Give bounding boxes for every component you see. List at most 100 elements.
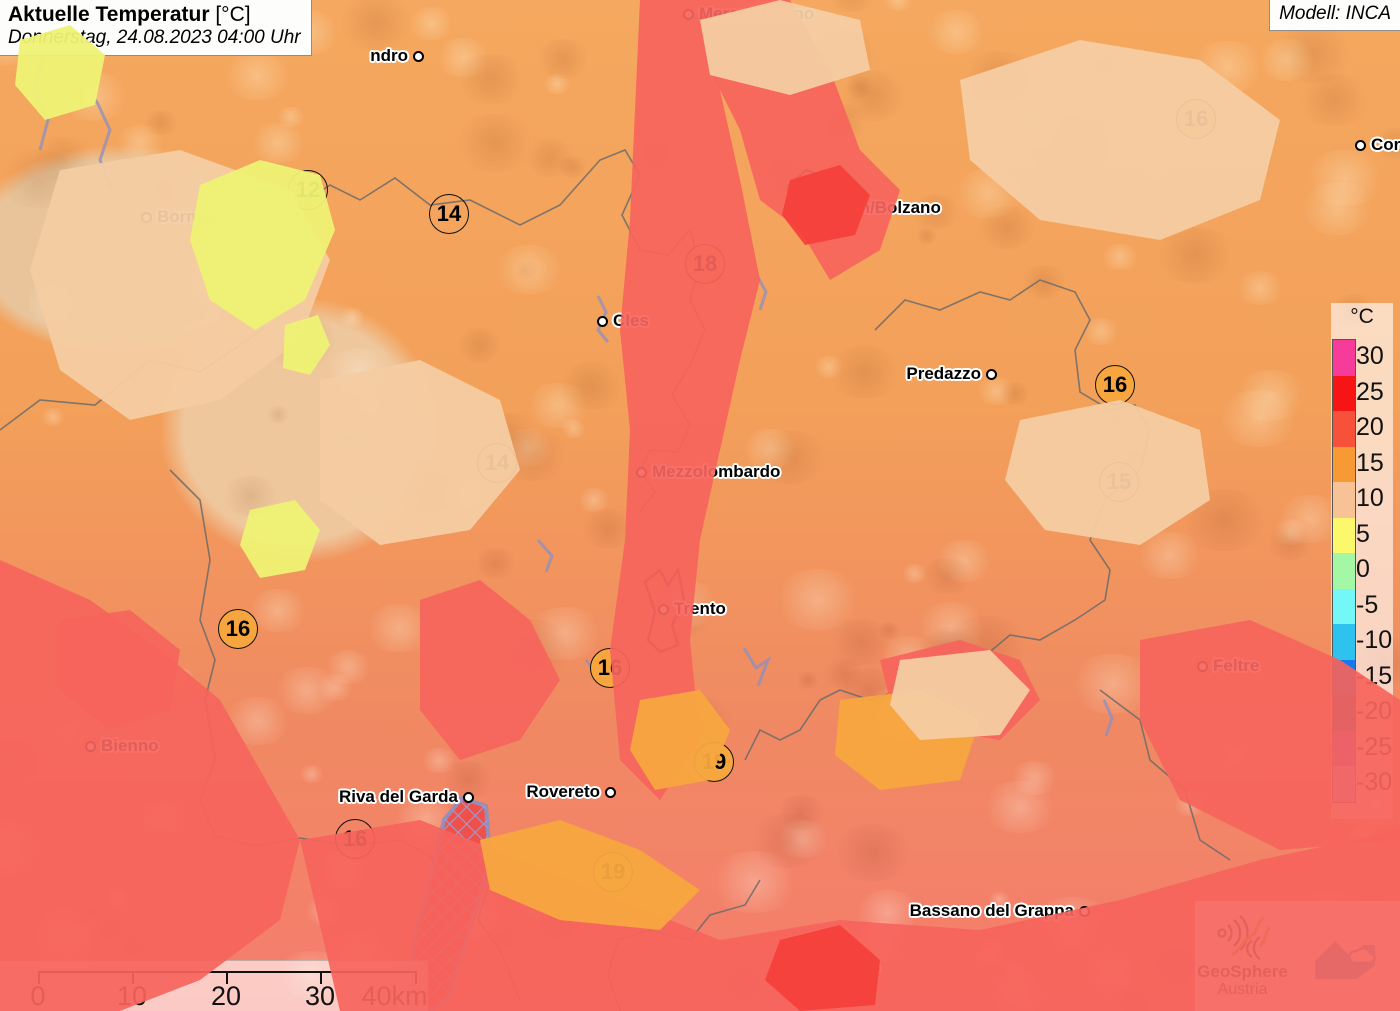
legend-tick-label: 25	[1356, 377, 1384, 406]
relief-texture	[824, 346, 906, 400]
relief-texture	[913, 227, 939, 245]
city-marker: Cortin	[1355, 135, 1400, 155]
title-unit: [°C]	[215, 3, 251, 26]
relief-texture	[774, 820, 832, 858]
relief-texture	[264, 406, 291, 424]
relief-texture	[452, 327, 507, 363]
city-dot-icon	[463, 791, 474, 803]
station-temperature-marker: 16	[218, 609, 258, 649]
relief-texture	[843, 76, 877, 99]
legend-swatch	[1332, 375, 1356, 411]
relief-texture	[246, 122, 309, 164]
relief-texture	[1270, 518, 1311, 545]
relief-texture	[824, 618, 898, 666]
station-temperature-marker: 14	[429, 194, 469, 234]
relief-texture	[881, 0, 915, 12]
relief-texture	[980, 781, 1060, 833]
legend-swatch	[1332, 446, 1356, 482]
relief-texture	[1099, 243, 1141, 271]
relief-texture	[1213, 389, 1302, 447]
model-label: Modell: INCA	[1279, 3, 1391, 24]
legend-tick-label: -10	[1356, 626, 1393, 654]
relief-texture	[219, 51, 295, 101]
relief-texture	[875, 622, 902, 640]
relief-texture	[748, 430, 831, 485]
city-marker: Predazzo	[906, 364, 997, 384]
relief-texture	[558, 418, 588, 438]
legend-swatch	[1332, 411, 1356, 447]
relief-texture	[707, 851, 803, 913]
relief-texture	[1267, 23, 1359, 84]
relief-texture	[1234, 271, 1286, 305]
relief-texture	[420, 748, 458, 773]
relief-texture	[406, 6, 457, 40]
relief-texture	[322, 649, 375, 684]
legend-tick-label: 10	[1356, 484, 1384, 512]
title-text: Aktuelle Temperatur	[8, 3, 210, 26]
relief-texture	[531, 38, 595, 80]
city-dot-icon	[413, 50, 424, 62]
relief-texture	[739, 428, 802, 470]
relief-texture	[828, 823, 918, 882]
city-name-label: Cortin	[1371, 135, 1400, 154]
relief-texture	[1254, 38, 1320, 81]
relief-texture	[471, 548, 520, 579]
city-dot-icon	[986, 368, 997, 380]
relief-texture	[575, 487, 613, 512]
relief-texture	[1294, 74, 1375, 127]
relief-texture	[452, 53, 530, 105]
legend-swatch	[1332, 553, 1356, 589]
legend-swatch	[1332, 624, 1356, 660]
legend-tick-label: 15	[1356, 448, 1384, 477]
relief-texture	[271, 667, 343, 714]
relief-texture	[974, 376, 1018, 405]
relief-texture	[908, 194, 963, 229]
relief-texture	[1080, 317, 1123, 346]
relief-texture	[275, 106, 307, 128]
relief-texture	[523, 382, 594, 429]
relief-texture	[450, 113, 540, 172]
relief-texture	[514, 262, 540, 279]
relief-texture	[491, 244, 568, 295]
relief-texture	[918, 557, 975, 595]
relief-texture	[923, 10, 991, 54]
scale-bar-label: 20	[210, 981, 242, 1011]
scale-tick	[226, 973, 228, 984]
page-title: Aktuelle Temperatur [°C]	[8, 3, 301, 27]
relief-texture	[973, 206, 1041, 250]
city-dot-icon	[605, 786, 616, 798]
relief-texture	[334, 0, 418, 50]
legend-tick-label: -5	[1356, 590, 1379, 619]
relief-texture	[1296, 182, 1379, 236]
relief-texture	[315, 673, 357, 701]
relief-texture	[821, 659, 867, 689]
relief-texture	[931, 539, 996, 582]
city-name-label: Riva del Garda	[338, 787, 458, 806]
city-marker: Rovereto	[526, 782, 616, 802]
city-name-label: Predazzo	[906, 364, 981, 383]
city-dot-icon	[597, 315, 608, 327]
legend-swatch	[1332, 339, 1356, 376]
relief-texture	[794, 671, 822, 689]
legend-swatch	[1332, 482, 1356, 518]
city-name-label: Rovereto	[526, 782, 600, 801]
relief-texture	[38, 407, 67, 427]
relief-texture	[140, 109, 181, 136]
city-name-label: ndro	[370, 46, 408, 65]
